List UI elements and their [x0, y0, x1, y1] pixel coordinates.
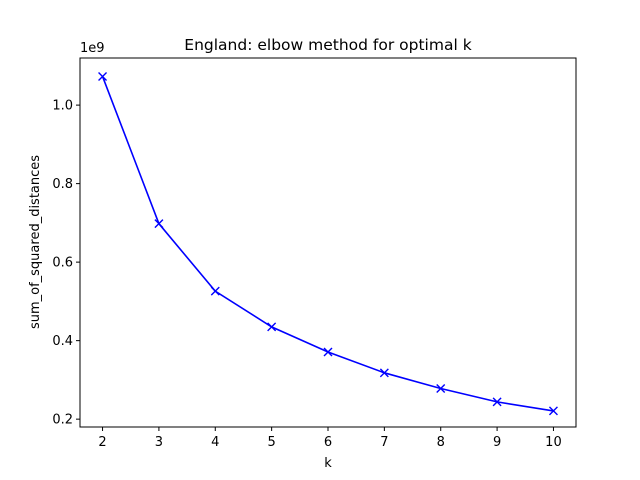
y-offset-label: 1e9 — [80, 41, 105, 56]
y-tick-label: 0.8 — [52, 177, 73, 192]
data-point — [210, 286, 220, 296]
y-tick-label: 0.2 — [52, 413, 73, 428]
y-tick-label: 1.0 — [52, 99, 73, 114]
data-point — [548, 406, 558, 416]
y-tick-label: 0.4 — [52, 334, 73, 349]
data-point — [492, 397, 502, 407]
x-tick-label: 9 — [493, 435, 501, 450]
data-point — [323, 347, 333, 357]
x-tick-label: 7 — [380, 435, 388, 450]
y-tick-label: 0.6 — [52, 256, 73, 271]
x-tick-label: 2 — [98, 435, 106, 450]
x-tick-label: 8 — [437, 435, 445, 450]
x-tick-label: 3 — [155, 435, 163, 450]
data-point — [436, 384, 446, 394]
data-point — [98, 71, 108, 81]
data-point — [267, 322, 277, 332]
x-tick-label: 10 — [545, 435, 562, 450]
data-point — [154, 219, 164, 229]
y-axis-title: sum_of_squared_distances — [28, 155, 43, 329]
data-point — [379, 368, 389, 378]
x-tick-label: 4 — [211, 435, 219, 450]
x-axis-title: k — [324, 456, 332, 471]
x-tick-label: 6 — [324, 435, 332, 450]
chart-title: England: elbow method for optimal k — [184, 36, 471, 54]
x-tick-label: 5 — [267, 435, 275, 450]
